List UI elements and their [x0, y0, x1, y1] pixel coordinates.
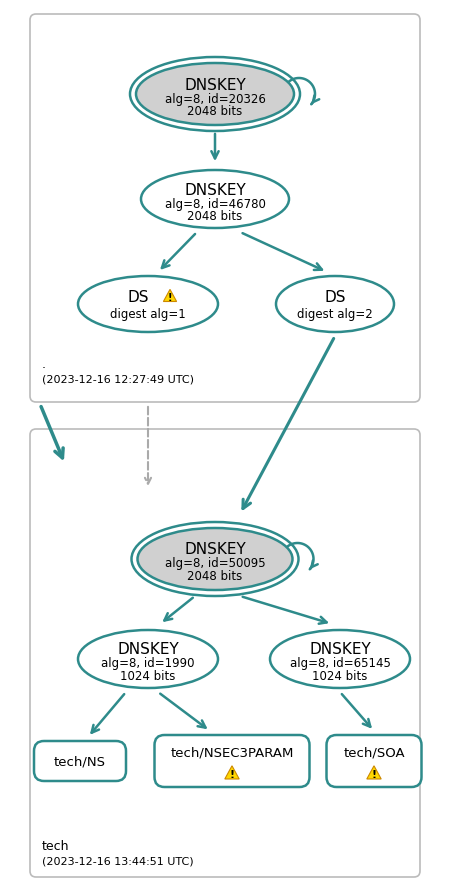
- Text: tech: tech: [42, 839, 69, 852]
- Text: !: !: [229, 769, 234, 779]
- Text: DNSKEY: DNSKEY: [184, 542, 245, 557]
- Text: 1024 bits: 1024 bits: [312, 669, 367, 682]
- Polygon shape: [366, 766, 380, 780]
- FancyBboxPatch shape: [326, 735, 421, 787]
- Text: (2023-12-16 12:27:49 UTC): (2023-12-16 12:27:49 UTC): [42, 374, 193, 384]
- Polygon shape: [163, 290, 176, 302]
- Text: DNSKEY: DNSKEY: [184, 78, 245, 92]
- Text: 1024 bits: 1024 bits: [120, 669, 175, 682]
- Text: (2023-12-16 13:44:51 UTC): (2023-12-16 13:44:51 UTC): [42, 856, 193, 866]
- Ellipse shape: [137, 528, 292, 590]
- Text: 2048 bits: 2048 bits: [187, 105, 242, 117]
- FancyBboxPatch shape: [30, 429, 419, 877]
- Ellipse shape: [78, 630, 217, 688]
- FancyBboxPatch shape: [34, 741, 126, 781]
- Text: digest alg=1: digest alg=1: [110, 308, 185, 320]
- Text: 2048 bits: 2048 bits: [187, 569, 242, 582]
- Text: alg=8, id=46780: alg=8, id=46780: [164, 198, 265, 210]
- Text: tech/NS: tech/NS: [54, 755, 106, 768]
- Text: alg=8, id=50095: alg=8, id=50095: [164, 557, 265, 569]
- Text: DNSKEY: DNSKEY: [184, 182, 245, 198]
- Text: DNSKEY: DNSKEY: [117, 642, 179, 657]
- Text: digest alg=2: digest alg=2: [296, 308, 372, 320]
- Polygon shape: [224, 766, 239, 780]
- Ellipse shape: [78, 276, 217, 333]
- Text: !: !: [167, 292, 172, 302]
- Text: DS: DS: [127, 289, 148, 304]
- Text: DS: DS: [323, 289, 345, 304]
- Ellipse shape: [141, 171, 288, 229]
- Text: .: .: [42, 358, 46, 371]
- Text: alg=8, id=65145: alg=8, id=65145: [289, 657, 390, 670]
- Text: DNSKEY: DNSKEY: [308, 642, 370, 657]
- Text: 2048 bits: 2048 bits: [187, 209, 242, 223]
- Text: !: !: [371, 769, 376, 779]
- Text: alg=8, id=20326: alg=8, id=20326: [164, 92, 265, 105]
- Text: alg=8, id=1990: alg=8, id=1990: [101, 657, 194, 670]
- Text: tech/NSEC3PARAM: tech/NSEC3PARAM: [170, 746, 293, 759]
- Text: tech/SOA: tech/SOA: [342, 746, 404, 759]
- FancyBboxPatch shape: [154, 735, 309, 787]
- FancyBboxPatch shape: [30, 15, 419, 402]
- Ellipse shape: [276, 276, 393, 333]
- Ellipse shape: [136, 64, 293, 126]
- Ellipse shape: [269, 630, 409, 688]
